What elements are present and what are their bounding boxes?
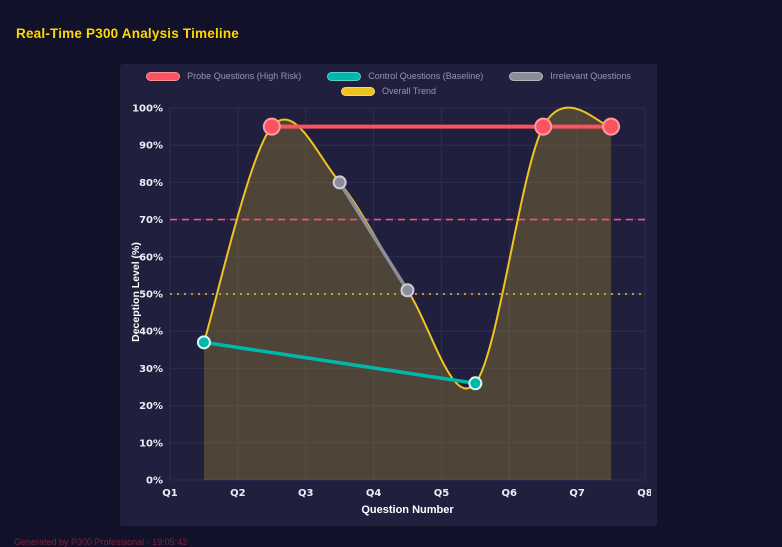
legend-item-irrelevant[interactable]: Irrelevant Questions [509, 71, 631, 81]
legend-label-trend: Overall Trend [381, 86, 437, 96]
legend-item-control[interactable]: Control Questions (Baseline) [327, 71, 483, 81]
legend-label-probe: Probe Questions (High Risk) [187, 71, 302, 81]
svg-text:Q1: Q1 [162, 488, 178, 499]
page-title: Real-Time P300 Analysis Timeline [16, 26, 240, 41]
svg-text:Q7: Q7 [569, 488, 585, 499]
x-axis-title: Question Number [361, 504, 454, 516]
legend-swatch-trend-icon [340, 86, 375, 96]
svg-text:60%: 60% [139, 252, 163, 263]
chart-panel: Probe Questions (High Risk) Control Ques… [120, 64, 657, 526]
legend-swatch-probe-icon [146, 71, 181, 81]
chart-legend: Probe Questions (High Risk) Control Ques… [120, 71, 657, 96]
svg-text:100%: 100% [132, 104, 163, 115]
legend-label-irrelevant: Irrelevant Questions [550, 71, 631, 81]
legend-item-probe[interactable]: Probe Questions (High Risk) [146, 71, 301, 81]
footer-note: Generated by P300 Professional - 19:05:4… [14, 537, 188, 547]
svg-text:Q2: Q2 [230, 488, 246, 499]
svg-text:Q5: Q5 [434, 488, 450, 499]
svg-text:20%: 20% [139, 401, 163, 412]
svg-text:Q3: Q3 [298, 488, 314, 499]
svg-text:Q6: Q6 [502, 488, 518, 499]
svg-text:90%: 90% [139, 141, 163, 152]
svg-text:10%: 10% [139, 438, 163, 449]
svg-text:80%: 80% [139, 178, 163, 189]
svg-text:70%: 70% [139, 215, 163, 226]
legend-swatch-control-icon [327, 71, 362, 81]
legend-item-trend[interactable]: Overall Trend [340, 86, 437, 96]
legend-swatch-irrelevant-icon [509, 71, 544, 81]
svg-text:Q4: Q4 [366, 488, 382, 499]
svg-text:0%: 0% [146, 476, 163, 487]
svg-text:50%: 50% [139, 290, 163, 301]
legend-label-control: Control Questions (Baseline) [368, 71, 484, 81]
svg-text:30%: 30% [139, 364, 163, 375]
legend-row-1: Probe Questions (High Risk) Control Ques… [146, 71, 631, 81]
legend-row-2: Overall Trend [340, 86, 437, 96]
p300-timeline-chart[interactable]: Q1 Q2 Q3 Q4 Q5 Q6 Q7 Q8 0% 10% 20% 30% 40% 50% 60% 70% 8… [126, 102, 651, 502]
svg-text:40%: 40% [139, 327, 163, 338]
svg-text:Q8: Q8 [637, 488, 651, 499]
